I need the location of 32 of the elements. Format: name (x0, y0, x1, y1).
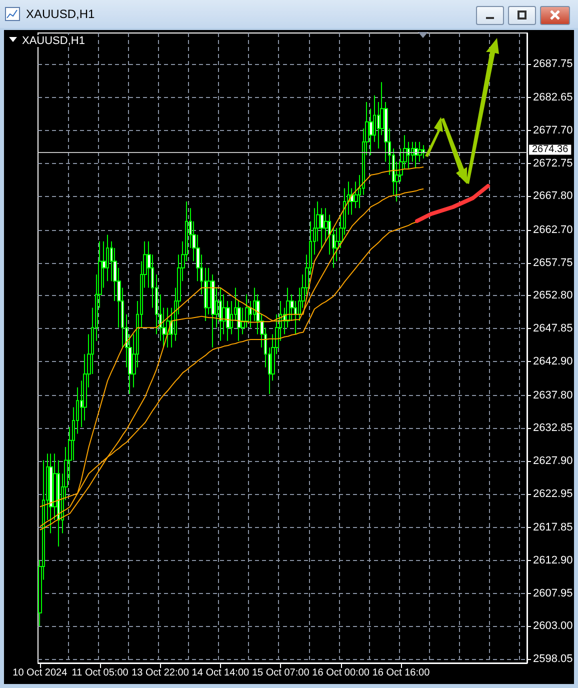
y-tick-label: 2682.65 (533, 92, 573, 104)
x-tick-label: 13 Oct 22:00 (132, 668, 190, 678)
ref-line-label: 2674.36 (532, 144, 569, 156)
y-tick-label: 2617.85 (533, 522, 573, 534)
x-tick-label: 16 Oct 16:00 (372, 668, 430, 678)
y-tick-label: 2637.80 (533, 389, 573, 402)
y-tick-label: 2632.85 (533, 422, 573, 434)
y-tick-label: 2603.00 (533, 620, 573, 632)
x-tick-label: 10 Oct 2024 (12, 668, 68, 678)
y-tick-label: 2652.80 (533, 290, 573, 302)
x-tick-label: 14 Oct 14:00 (192, 668, 250, 678)
y-tick-label: 2627.90 (533, 454, 573, 467)
y-tick-label: 2662.70 (533, 224, 573, 236)
y-tick-label: 2607.95 (533, 587, 573, 600)
y-tick-label: 2667.80 (533, 190, 573, 202)
y-tick-label: 2687.75 (533, 58, 573, 70)
y-tick-label: 2612.90 (533, 554, 573, 566)
chart-title: XAUUSD,H1 (26, 7, 95, 21)
chart-subtitle: XAUUSD,H1 (20, 35, 87, 47)
y-tick-label: 2647.85 (533, 322, 573, 335)
y-tick-label: 2598.05 (533, 653, 573, 666)
y-tick-label: 2657.75 (533, 256, 573, 269)
candlestick (49, 453, 53, 534)
y-tick-label: 2677.70 (533, 124, 573, 137)
candlestick (219, 287, 222, 342)
y-tick-label: 2642.90 (533, 355, 573, 368)
y-tick-label: 2672.75 (533, 157, 573, 170)
x-tick-label: 11 Oct 05:00 (72, 668, 129, 678)
x-tick-label: 16 Oct 00:00 (312, 668, 370, 678)
x-tick-label: 15 Oct 07:00 (252, 668, 310, 678)
y-tick-label: 2622.95 (533, 488, 573, 500)
candlestick (422, 144, 425, 159)
